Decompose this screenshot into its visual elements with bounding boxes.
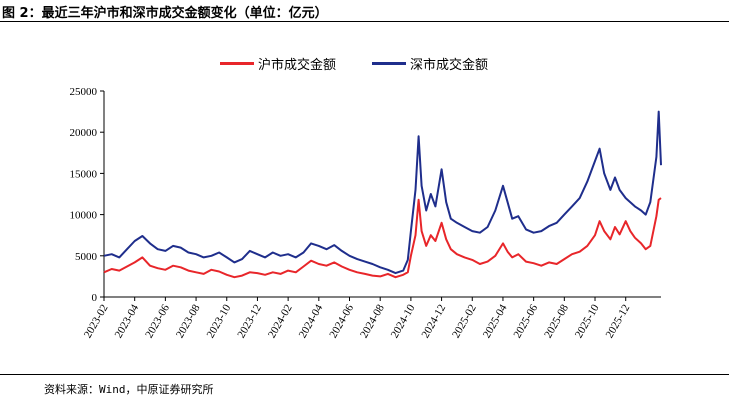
- x-tick-label: 2024-10: [389, 302, 418, 340]
- series-line-sh: [103, 197, 662, 279]
- y-tick-label: 15000: [70, 168, 98, 180]
- legend-label-sz: 深市成交金额: [410, 58, 489, 73]
- x-tick-label: 2025-08: [542, 302, 571, 340]
- source-note: 资料来源：Wind，中原证券研究所: [44, 383, 214, 396]
- x-tick-label: 2024-06: [327, 302, 356, 340]
- x-tick-label: 2023-12: [235, 303, 264, 341]
- chart-legend: 沪市成交金额 深市成交金额: [0, 54, 729, 74]
- figure-title: 图 2：最近三年沪市和深市成交金额变化（单位：亿元）: [2, 6, 328, 21]
- x-tick-label: 2025-04: [481, 302, 510, 340]
- x-tick-label: 2024-04: [297, 302, 326, 340]
- x-tick-label: 2023-08: [174, 302, 203, 340]
- x-tick-label: 2024-12: [419, 303, 448, 341]
- x-tick-label: 2025-06: [512, 302, 541, 340]
- legend-item-sh: 沪市成交金额: [220, 54, 336, 73]
- x-tick-label: 2023-10: [205, 302, 234, 340]
- x-tick-label: 2023-06: [143, 302, 172, 340]
- figure-title-bar: 图 2：最近三年沪市和深市成交金额变化（单位：亿元）: [0, 0, 729, 22]
- x-tick-label: 2025-10: [573, 302, 602, 340]
- y-tick-label: 25000: [70, 86, 98, 98]
- y-tick-label: 0: [92, 292, 98, 304]
- x-tick-label: 2025-02: [450, 303, 479, 341]
- y-tick-label: 20000: [70, 127, 98, 139]
- x-tick-label: 2023-04: [113, 302, 142, 340]
- y-tick-label: 5000: [75, 251, 98, 263]
- x-tick-label: 2024-08: [358, 302, 387, 340]
- source-note-bar: 资料来源：Wind，中原证券研究所: [0, 374, 729, 402]
- x-tick-label: 2025-12: [604, 303, 633, 341]
- legend-item-sz: 深市成交金额: [372, 54, 488, 73]
- series-line-sz: [103, 110, 662, 275]
- x-tick-label: 2023-02: [82, 303, 111, 341]
- legend-label-sh: 沪市成交金额: [258, 58, 337, 73]
- x-tick-label: 2024-02: [266, 303, 295, 341]
- y-tick-label: 10000: [70, 210, 98, 222]
- legend-swatch-sz: [372, 62, 406, 65]
- legend-swatch-sh: [220, 62, 254, 65]
